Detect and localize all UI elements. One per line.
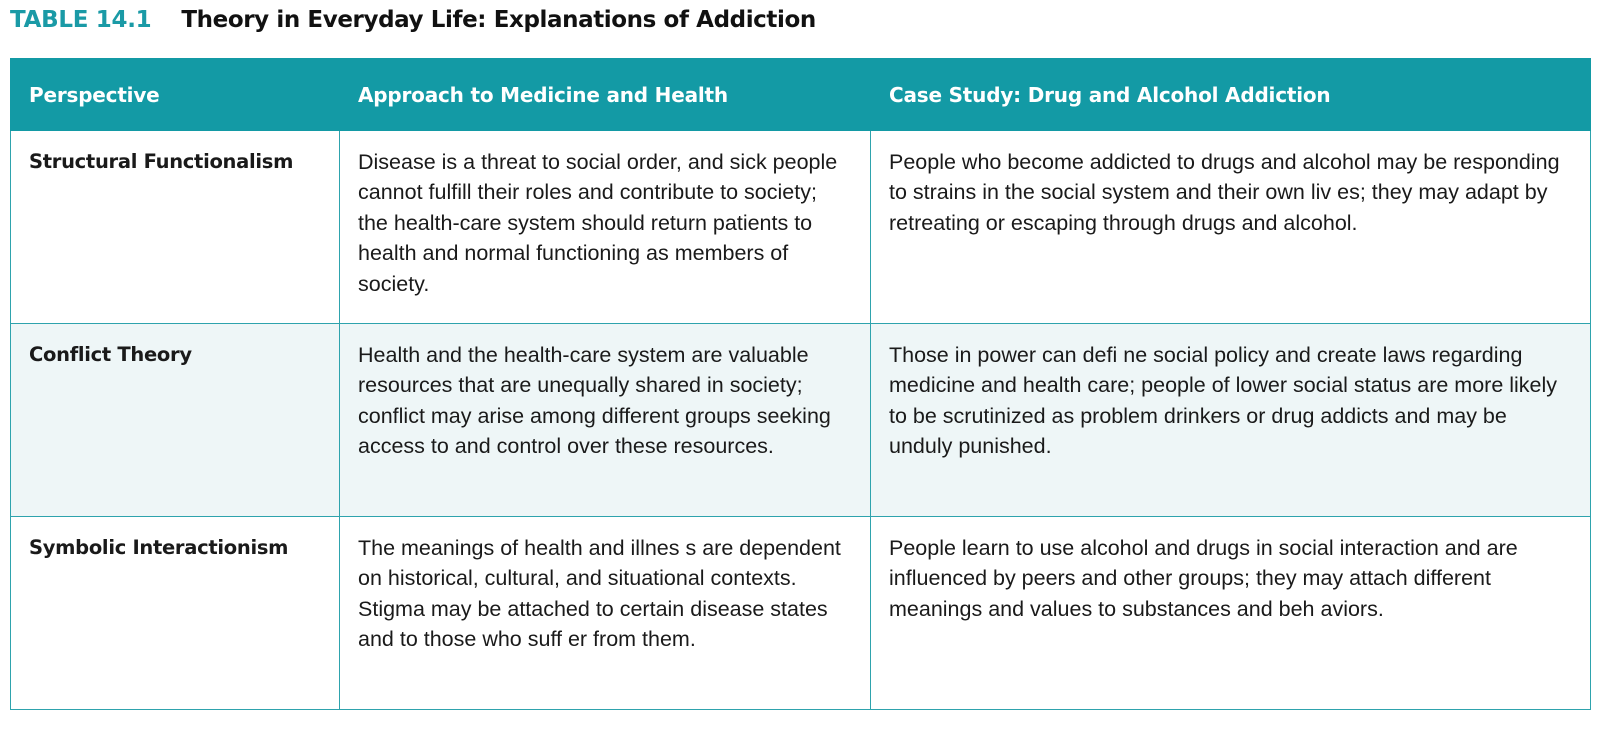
perspective-cell: Symbolic Interactionism [10, 516, 340, 710]
table-row: Conflict Theory Health and the health-ca… [10, 323, 1591, 517]
table-row: Structural Functionalism Disease is a th… [10, 130, 1591, 324]
addiction-theory-table: Perspective Approach to Medicine and Hea… [10, 58, 1591, 710]
approach-cell: Disease is a threat to social order, and… [339, 130, 871, 324]
perspective-cell: Structural Functionalism [10, 130, 340, 324]
table-row: Symbolic Interactionism The meanings of … [10, 516, 1591, 710]
table-header: Perspective Approach to Medicine and Hea… [10, 58, 1591, 131]
table-body: Structural Functionalism Disease is a th… [10, 130, 1591, 710]
approach-cell: The meanings of health and illnes s are … [339, 516, 871, 710]
header-row: Perspective Approach to Medicine and Hea… [10, 58, 1591, 131]
table-heading: Theory in Everyday Life: Explanations of… [181, 7, 816, 33]
approach-cell: Health and the health-care system are va… [339, 323, 871, 517]
column-header-perspective: Perspective [10, 58, 340, 131]
table-title: TABLE 14.1 Theory in Everyday Life: Expl… [10, 2, 816, 38]
table-number: TABLE 14.1 [10, 7, 152, 33]
column-header-approach: Approach to Medicine and Health [339, 58, 871, 131]
case-study-cell: People learn to use alcohol and drugs in… [870, 516, 1591, 710]
column-header-case-study: Case Study: Drug and Alcohol Addiction [870, 58, 1591, 131]
case-study-cell: People who become addicted to drugs and … [870, 130, 1591, 324]
perspective-cell: Conflict Theory [10, 323, 340, 517]
case-study-cell: Those in power can defi ne social policy… [870, 323, 1591, 517]
